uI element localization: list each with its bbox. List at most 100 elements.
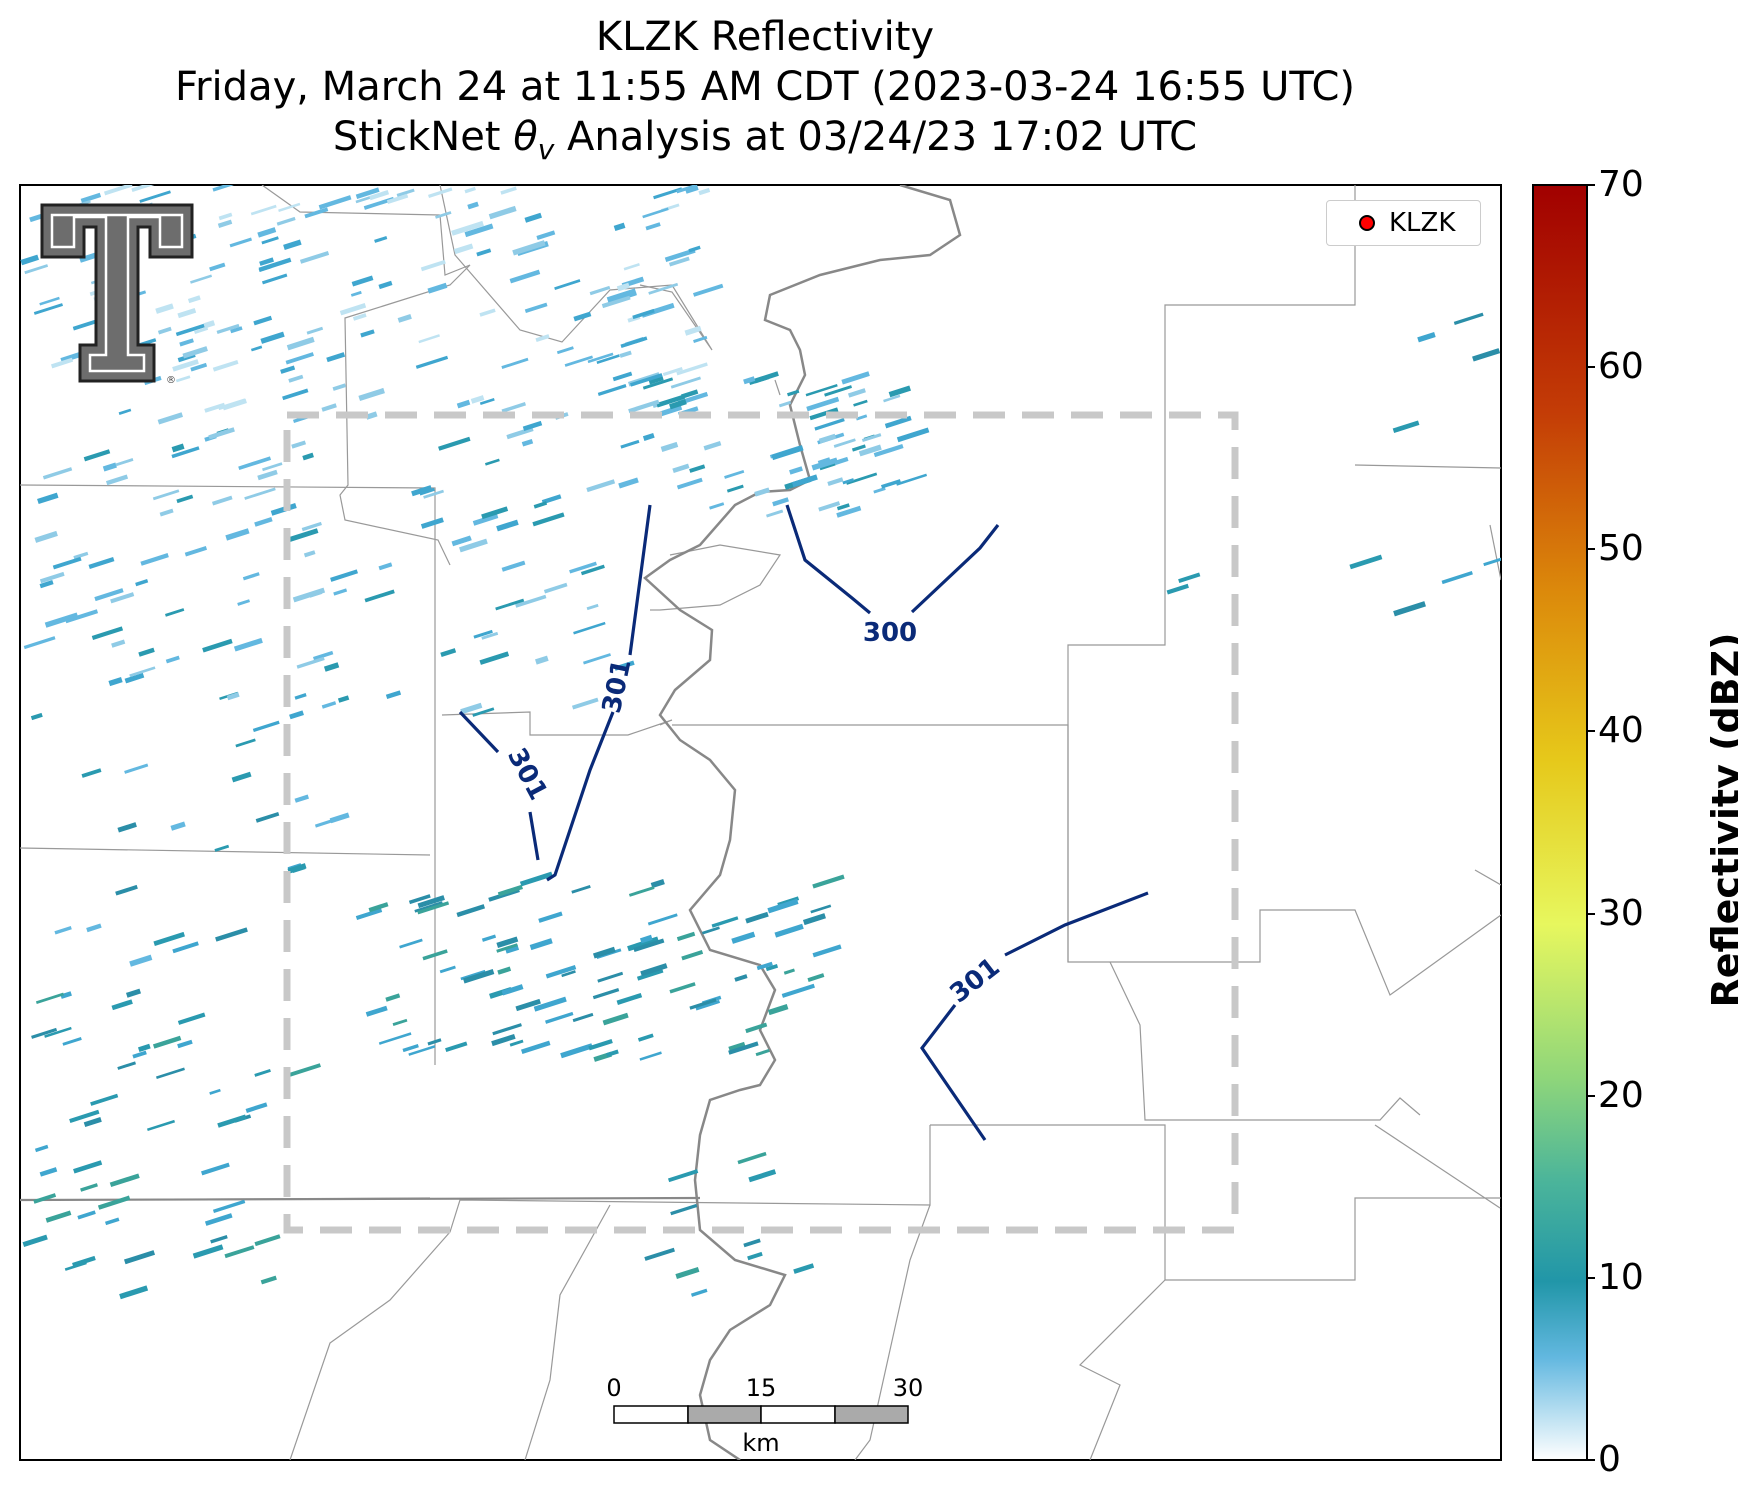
reflectivity-streak [326, 352, 346, 363]
reflectivity-streak [473, 629, 493, 639]
reflectivity-streak [91, 626, 124, 640]
reflectivity-streak [676, 362, 708, 376]
reflectivity-streak [481, 631, 499, 640]
reflectivity-streak [123, 1250, 156, 1265]
reflectivity-streak [676, 477, 703, 490]
reflectivity-streak [734, 974, 748, 982]
reflectivity-streak [851, 444, 866, 452]
reflectivity-streak [105, 474, 129, 486]
reflectivity-streak [339, 302, 367, 316]
reflectivity-streak [172, 941, 199, 954]
svg-text:®: ® [166, 375, 176, 386]
reflectivity-streak [642, 377, 674, 390]
reflectivity-streak [350, 290, 362, 297]
scale-bar [613, 1405, 909, 1424]
reflectivity-streak [45, 1210, 72, 1223]
reflectivity-streak [62, 1037, 82, 1046]
reflectivity-streak [597, 971, 624, 983]
reflectivity-streak [115, 458, 134, 467]
reflectivity-streak [606, 1049, 619, 1058]
reflectivity-streak [515, 594, 547, 608]
reflectivity-streak [187, 295, 201, 304]
reflectivity-streak [304, 207, 329, 219]
reflectivity-streak [633, 938, 665, 953]
reflectivity-streak [245, 1102, 268, 1113]
reflectivity-streak [108, 676, 123, 687]
reflectivity-streak [190, 362, 208, 372]
reflectivity-streak [614, 660, 635, 671]
reflectivity-streak [302, 452, 314, 461]
theta-v-contours [458, 504, 1149, 1141]
reflectivity-streak [627, 936, 659, 952]
reflectivity-streak [451, 220, 484, 236]
reflectivity-streak [481, 506, 509, 520]
reflectivity-streak [1472, 348, 1501, 362]
reflectivity-streak [262, 462, 283, 472]
reflectivity-streak [33, 1193, 57, 1204]
reflectivity-streak [533, 996, 567, 1012]
reflectivity-streak [229, 237, 253, 248]
reflectivity-streak [703, 441, 722, 451]
reflectivity-streak [571, 884, 591, 894]
reflectivity-streak [1392, 420, 1420, 434]
reflectivity-streak [728, 1041, 746, 1052]
reflectivity-streak [836, 503, 850, 511]
contour-label-300: 300 [863, 618, 917, 648]
reflectivity-streak [52, 556, 82, 570]
reflectivity-streak [171, 443, 185, 453]
reflectivity-streak [44, 612, 79, 628]
reflectivity-streak [418, 334, 440, 344]
reflectivity-streak [470, 395, 485, 404]
reflectivity-streak [83, 1117, 102, 1128]
reflectivity-streak [244, 487, 276, 500]
reflectivity-streak [176, 494, 194, 504]
reflectivity-streak [616, 282, 630, 292]
reflectivity-streak [286, 336, 315, 351]
reflectivity-streak [817, 457, 831, 464]
reflectivity-streak [237, 599, 251, 606]
county-boundaries [20, 185, 1501, 1460]
reflectivity-streak [737, 1151, 767, 1165]
reflectivity-streak [439, 965, 456, 974]
reflectivity-streak [709, 502, 725, 510]
reflectivity-streak [802, 913, 826, 926]
reflectivity-streak [39, 580, 54, 589]
reflectivity-streak [1417, 332, 1436, 343]
reflectivity-streak [224, 1245, 255, 1259]
reflectivity-streak [692, 283, 724, 297]
reflectivity-streak [787, 389, 800, 397]
reflectivity-streak [312, 650, 334, 661]
reflectivity-streak [1393, 601, 1426, 617]
reflectivity-streak [157, 412, 184, 425]
reflectivity-streak [242, 572, 260, 581]
reflectivity-streak [34, 1144, 49, 1153]
reflectivity-streak [365, 411, 378, 420]
reflectivity-streak [392, 1018, 408, 1027]
reflectivity-streak [102, 462, 117, 472]
reflectivity-streak [648, 282, 679, 295]
reflectivity-streak [285, 352, 314, 365]
reflectivity-streak [414, 901, 443, 913]
reflectivity-streak [1453, 312, 1484, 326]
reflectivity-streak [155, 303, 174, 314]
reflectivity-streak [731, 931, 756, 944]
reflectivity-streak [22, 1234, 48, 1248]
reflectivity-streak [726, 484, 744, 493]
reflectivity-streak [215, 927, 248, 942]
reflectivity-streak [1483, 557, 1501, 567]
reflectivity-streak [72, 1255, 96, 1268]
reflectivity-streak [34, 530, 58, 543]
reflectivity-streak [117, 1061, 136, 1070]
reflectivity-streak [419, 487, 435, 496]
reflectivity-streak [777, 896, 800, 907]
reflectivity-streak [289, 1063, 321, 1077]
reflectivity-streak [135, 579, 149, 587]
reflectivity-streak [333, 588, 348, 596]
reflectivity-streak [420, 259, 446, 272]
reflectivity-streak [111, 999, 133, 1011]
reflectivity-streak [695, 999, 721, 1011]
reflectivity-streak [554, 279, 581, 290]
reflectivity-streak [50, 357, 74, 369]
reflectivity-streak [612, 371, 633, 382]
reflectivity-streak [632, 308, 655, 320]
